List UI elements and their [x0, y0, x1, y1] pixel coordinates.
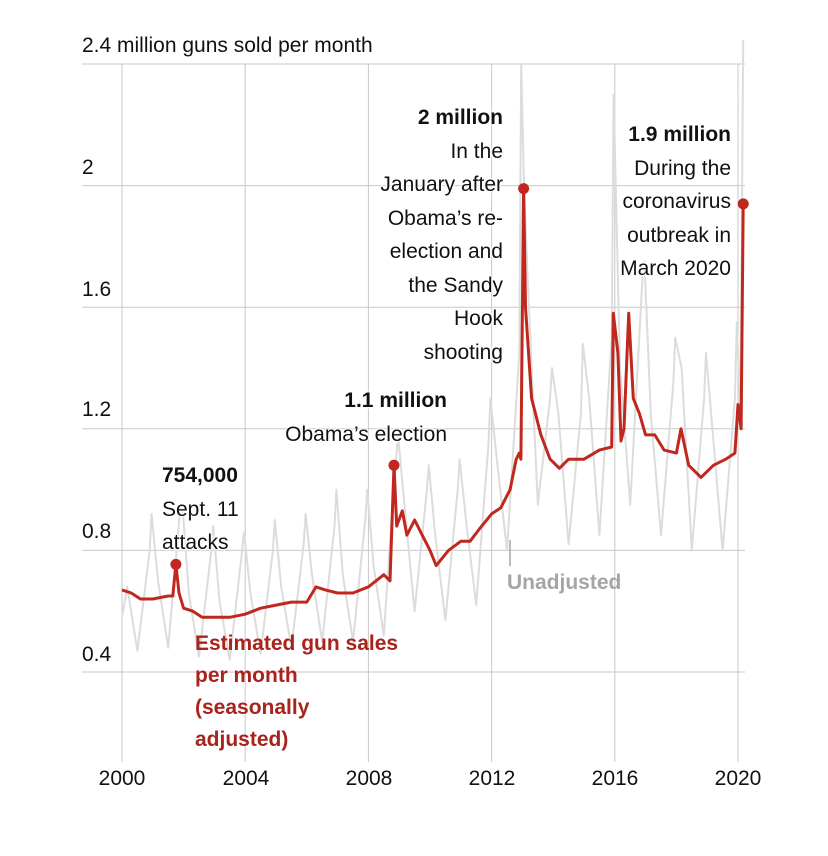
annotation-sandy-hook: 2 million In the January after Obama’s r…	[380, 101, 503, 369]
x-tick-label: 2000	[98, 767, 146, 790]
y-tick-label: 1.2	[82, 398, 112, 421]
annotation-sept-11: 754,000 Sept. 11 attacks	[162, 459, 239, 560]
annotation-value: 1.1 million	[344, 389, 447, 412]
y-tick-label: 1.6	[82, 278, 112, 301]
annotation-obama-election: 1.1 million Obama’s election	[285, 384, 447, 451]
chart-title: 2.4 million guns sold per month	[82, 34, 373, 57]
annotation-value: 754,000	[162, 464, 238, 487]
annotation-text: coronavirus	[622, 190, 731, 213]
annotation-dot	[170, 558, 182, 570]
adjusted-series-line	[121, 187, 745, 619]
unadjusted-series-label: Unadjusted	[507, 571, 622, 594]
annotation-text: attacks	[162, 531, 229, 554]
x-tick-label: 2020	[714, 767, 762, 790]
annotation-text: Hook	[453, 307, 503, 330]
annotation-text: During the	[634, 156, 731, 180]
annotation-dot	[388, 459, 400, 471]
series-label-line: (seasonally	[195, 696, 310, 719]
annotation-value: 2 million	[417, 106, 503, 129]
annotation-text: In the	[450, 139, 503, 163]
annotation-coronavirus: 1.9 million During the coronavirus outbr…	[620, 118, 731, 286]
annotation-text: Obama’s election	[285, 422, 447, 446]
y-tick-label: 0.8	[82, 520, 112, 543]
annotation-dot	[737, 198, 749, 210]
annotation-text: outbreak in	[627, 223, 731, 247]
series-label-line: per month	[195, 664, 298, 687]
x-tick-label: 2008	[345, 767, 393, 790]
annotation-value: 1.9 million	[628, 123, 731, 146]
x-tick-label: 2016	[591, 767, 639, 790]
series-label-line: Estimated gun sales	[195, 632, 399, 655]
annotation-text: March 2020	[620, 257, 731, 280]
x-tick-label: 2012	[468, 767, 516, 790]
annotation-text: Obama’s re-	[387, 206, 503, 230]
annotation-text: the Sandy	[408, 273, 503, 297]
y-tick-label: 2	[82, 156, 94, 179]
annotation-text: election and	[389, 240, 503, 263]
annotation-text: January after	[380, 173, 503, 196]
x-tick-label: 2004	[222, 767, 270, 790]
y-tick-label: 0.4	[82, 643, 112, 666]
annotation-dot	[518, 183, 530, 195]
adjusted-series-label: Estimated gun sales per month (seasonall…	[195, 628, 398, 756]
annotation-text: Sept. 11	[162, 497, 239, 521]
unadjusted-series-line	[121, 39, 745, 661]
annotation-text: shooting	[423, 340, 503, 364]
series-label-line: adjusted)	[195, 728, 289, 751]
